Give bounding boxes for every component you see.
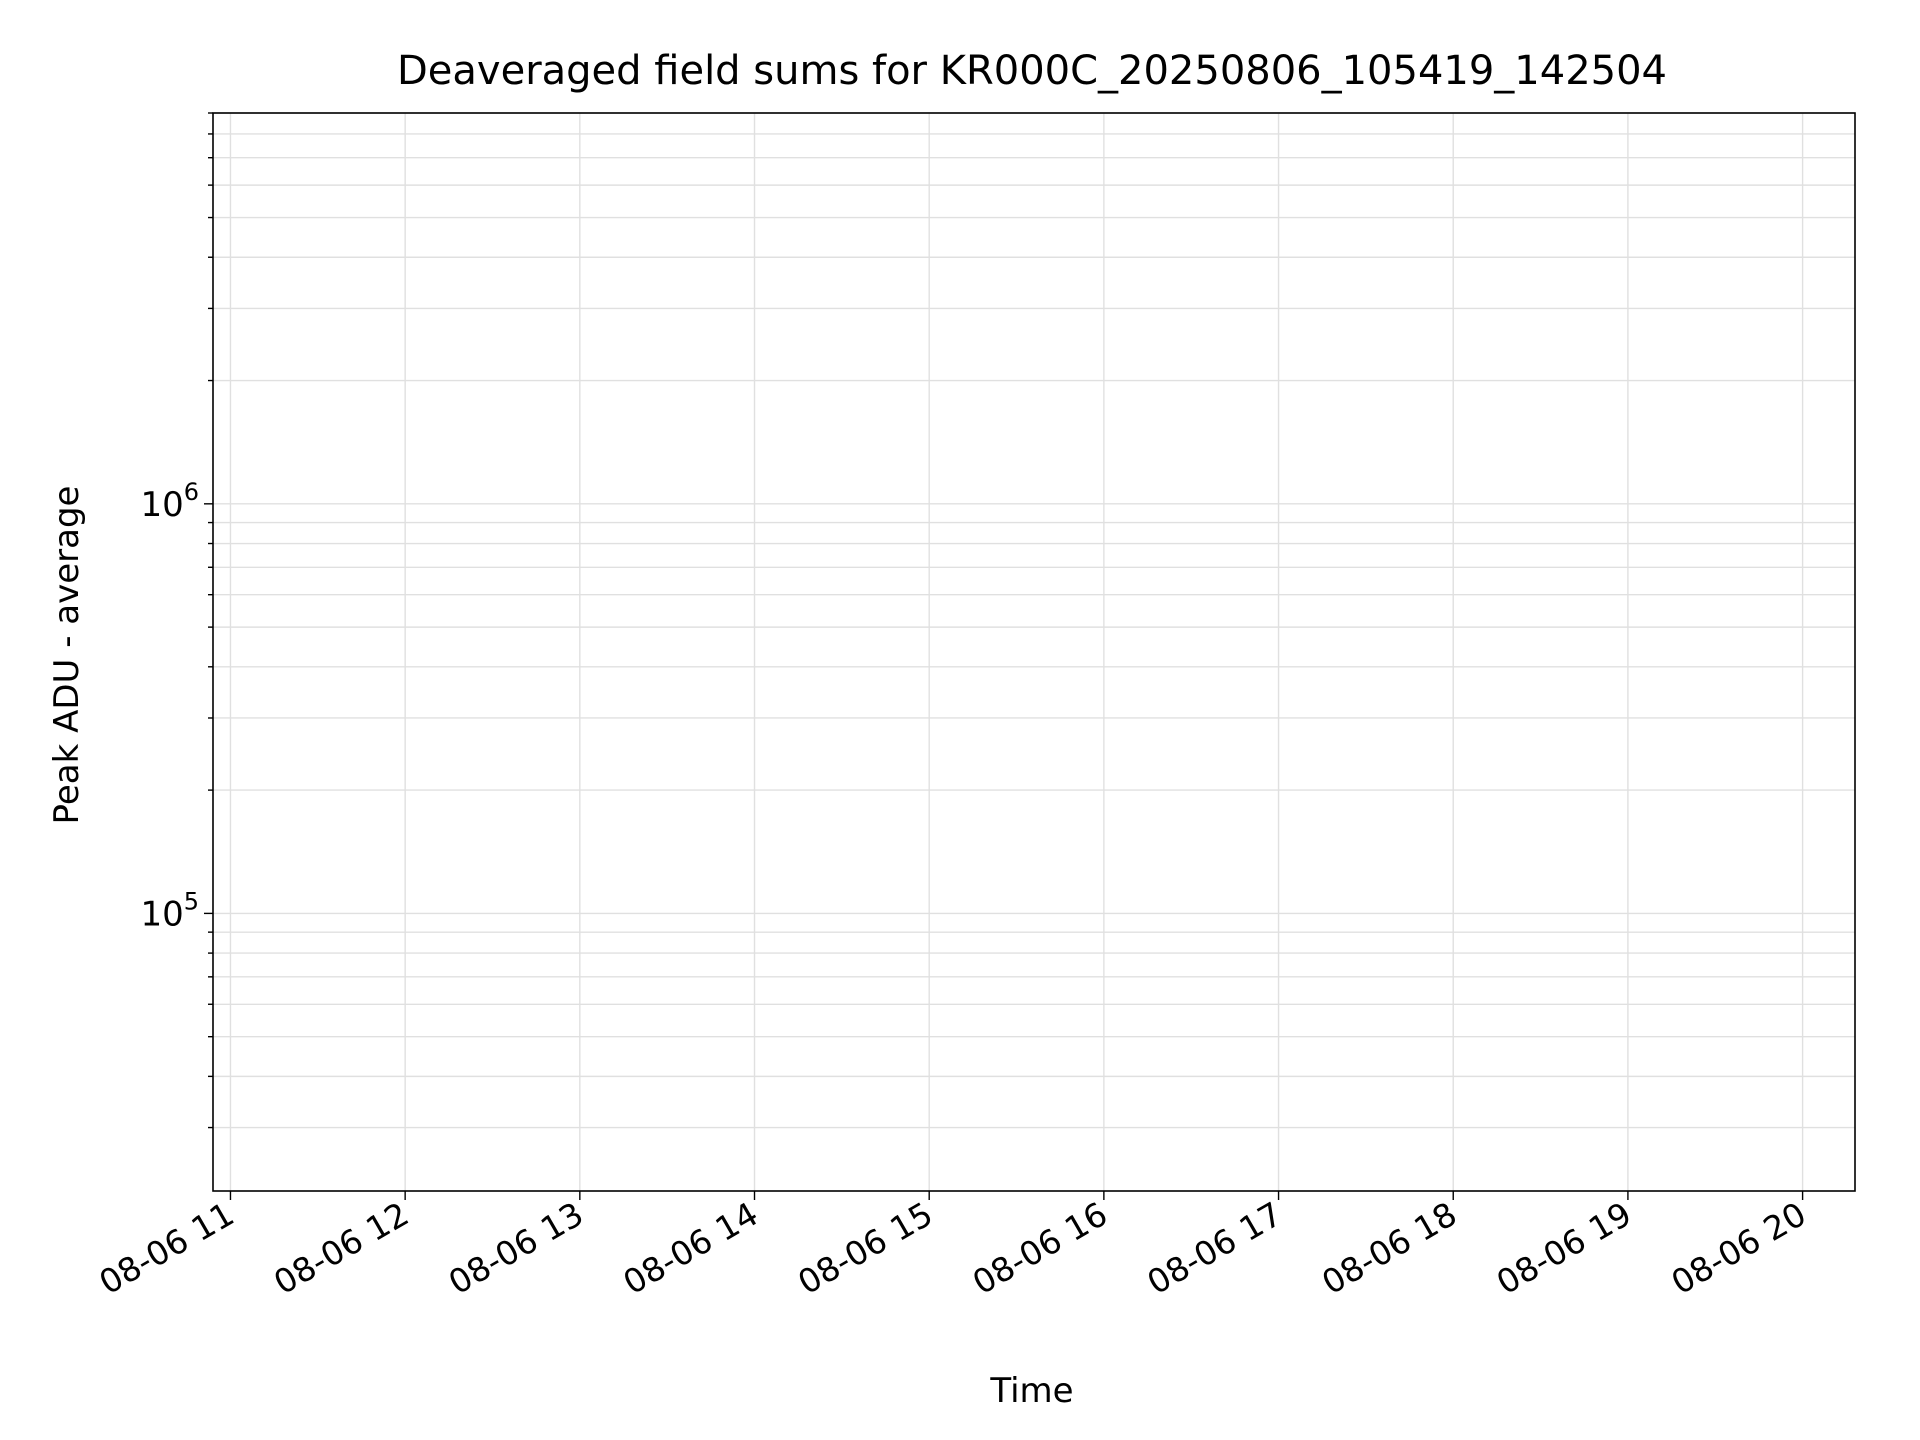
chart-title: Deaveraged field sums for KR000C_2025080… (397, 48, 1667, 94)
y-axis-label: Peak ADU - average (47, 486, 87, 825)
y-tick-label: 105 (140, 887, 199, 934)
grid-lines (213, 112, 1855, 1191)
y-tick-label: 106 (140, 478, 199, 525)
x-axis-label: Time (989, 1371, 1073, 1411)
plot-frame (212, 112, 1856, 1192)
